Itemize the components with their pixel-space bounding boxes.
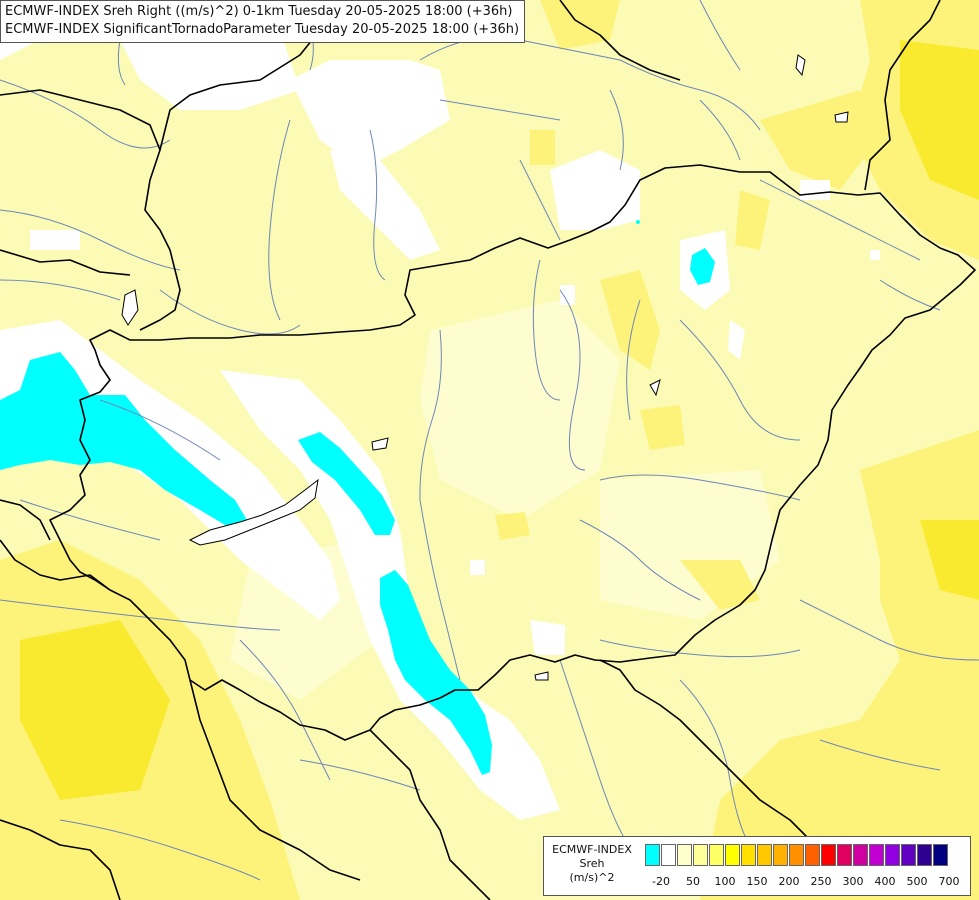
map-title-box: ECMWF-INDEX Sreh Right ((m/s)^2) 0-1km T… [0,0,526,43]
legend-swatch [837,844,852,866]
color-legend: ECMWF-INDEX Sreh (m/s)^2 -20 50 100 150 200 2… [543,836,971,896]
legend-tick-label: 200 [778,875,800,888]
legend-swatch [805,844,820,866]
lake-small-2 [834,111,849,123]
legend-tick-label: 50 [686,875,700,888]
legend-swatch [933,844,948,866]
lakes [121,54,849,681]
legend-swatch [709,844,724,866]
lake-balaton [188,478,319,546]
field-negative-regions [0,220,715,775]
map-title-line-2: ECMWF-INDEX SignificantTornadoParameter … [5,22,520,37]
legend-tick-label: 500 [906,875,928,888]
legend-swatch [789,844,804,866]
legend-swatch [773,844,788,866]
legend-swatch [645,844,660,866]
legend-tick-label: 150 [746,875,768,888]
legend-swatch [901,844,916,866]
legend-swatch [821,844,836,866]
lake-small-3 [795,54,806,77]
map-title-line-1: ECMWF-INDEX Sreh Right ((m/s)^2) 0-1km T… [5,4,513,19]
legend-tick-label: 300 [842,875,864,888]
legend-swatch [853,844,868,866]
border-hungary [49,164,976,741]
legend-tick-label: 100 [714,875,736,888]
lake-small-1 [371,437,389,451]
legend-swatch [677,844,692,866]
legend-caption-line-1: ECMWF-INDEX [552,843,632,856]
legend-swatch [885,844,900,866]
legend-caption-line-2: Sreh [579,857,605,870]
legend-caption: ECMWF-INDEX Sreh (m/s)^2 [546,843,638,885]
lake-small-4 [121,289,139,326]
legend-tick-label: -20 [652,875,670,888]
legend-tick-label: 400 [874,875,896,888]
legend-swatch [757,844,772,866]
legend-swatch [693,844,708,866]
legend-swatch [661,844,676,866]
legend-swatch [741,844,756,866]
legend-tick-label: 700 [938,875,960,888]
legend-tick-label: 250 [810,875,832,888]
lake-small-6 [649,379,661,397]
legend-swatch [725,844,740,866]
legend-swatch [917,844,932,866]
rivers [0,0,979,881]
legend-caption-line-3: (m/s)^2 [569,871,615,884]
lake-small-5 [534,671,549,681]
field-strong-regions [20,40,979,800]
legend-swatch [869,844,884,866]
